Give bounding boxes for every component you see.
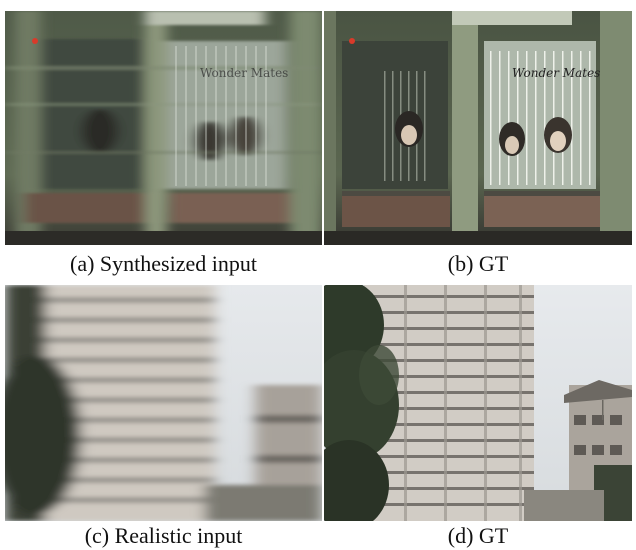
caption-realistic-input: (c) Realistic input (84, 523, 243, 548)
storefront-image-blurred: Wonder Mates (5, 11, 322, 245)
poster-text-blurred: Wonder Mates (200, 66, 288, 80)
poster-text: Wonder Mates (512, 66, 600, 80)
caption-gt-top: (b) GT (447, 251, 509, 276)
panel-gt-building (324, 285, 632, 521)
panel-realistic-input (5, 285, 322, 521)
caption-synthesized-input: (a) Synthesized input (70, 251, 257, 276)
panel-synthesized-input: Wonder Mates (5, 11, 322, 245)
building-image-blurred (5, 285, 322, 521)
storefront-image-sharp: Wonder Mates (324, 11, 632, 245)
caption-gt-bottom: (d) GT (447, 523, 509, 548)
building-image-sharp (324, 285, 632, 521)
panel-gt-storefront: Wonder Mates (324, 11, 632, 245)
